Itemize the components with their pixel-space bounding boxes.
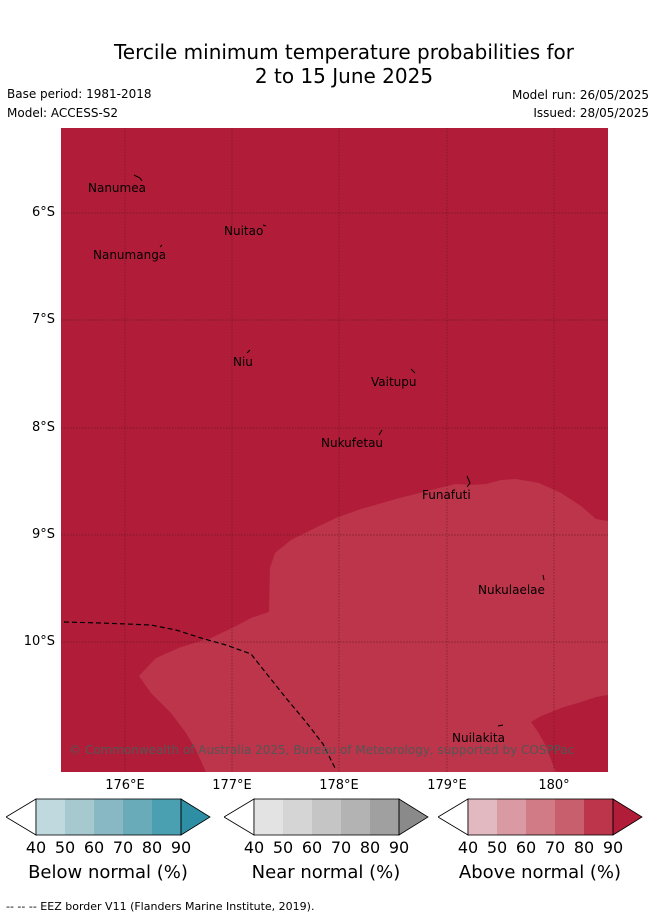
base-period: Base period: 1981-2018 (7, 87, 152, 101)
map-canvas (61, 128, 608, 772)
probability-map: Nanumea Nuitao Nanumanga Niu Vaitupu Nuk… (61, 128, 608, 772)
tick-above-80: 80 (573, 838, 595, 857)
model-name: Model: ACCESS-S2 (7, 106, 119, 120)
lon-label-180: 180° (538, 778, 570, 793)
tick-near-90: 90 (388, 838, 410, 857)
lat-label-10s: 10°S (23, 634, 55, 649)
tick-above-50: 50 (486, 838, 508, 857)
tick-below-90: 90 (170, 838, 192, 857)
island-label-niu: Niu (233, 355, 253, 369)
title-line-1: Tercile minimum temperature probabilitie… (113, 40, 575, 64)
island-label-vaitupu: Vaitupu (371, 375, 417, 389)
copyright-notice: © Commonwealth of Australia 2025, Bureau… (69, 743, 575, 757)
map-title: Tercile minimum temperature probabilitie… (0, 40, 655, 88)
lat-label-6s: 6°S (31, 205, 55, 220)
tick-near-50: 50 (272, 838, 294, 857)
tick-above-40: 40 (457, 838, 479, 857)
lon-label-177e: 177°E (212, 778, 252, 793)
graticule (61, 128, 608, 772)
tick-below-40: 40 (25, 838, 47, 857)
lat-label-8s: 8°S (31, 420, 55, 435)
legend-title-below-normal: Below normal (%) (28, 862, 188, 883)
legend-title-near-normal: Near normal (%) (251, 862, 401, 883)
tick-near-60: 60 (301, 838, 323, 857)
island-outlines (133, 174, 545, 727)
tick-below-80: 80 (141, 838, 163, 857)
title-line-2: 2 to 15 June 2025 (254, 64, 434, 88)
lat-label-7s: 7°S (31, 312, 55, 327)
island-label-nukulaelae: Nukulaelae (478, 583, 545, 597)
tick-near-40: 40 (243, 838, 265, 857)
tick-near-80: 80 (359, 838, 381, 857)
tick-above-70: 70 (544, 838, 566, 857)
tick-below-70: 70 (112, 838, 134, 857)
island-label-nanumea: Nanumea (88, 181, 146, 195)
tick-above-60: 60 (515, 838, 537, 857)
island-label-funafuti: Funafuti (422, 488, 471, 502)
eez-border (63, 621, 336, 769)
above-normal-90-corner (531, 695, 608, 772)
lon-label-179e: 179°E (427, 778, 467, 793)
colorbar-below-normal (6, 798, 211, 836)
model-run: Model run: 26/05/2025 (511, 88, 649, 102)
tick-below-60: 60 (83, 838, 105, 857)
issued-date: Issued: 28/05/2025 (533, 106, 649, 120)
colorbar-near-normal (224, 798, 429, 836)
island-label-nukufetau: Nukufetau (321, 436, 384, 450)
lon-label-178e: 178°E (319, 778, 359, 793)
above-normal-80-region (139, 479, 608, 772)
island-label-nanumanga: Nanumanga (93, 248, 167, 262)
tick-below-50: 50 (54, 838, 76, 857)
tick-near-70: 70 (330, 838, 352, 857)
legend-below-normal (6, 798, 211, 838)
island-label-nuilakita: Nuilakita (452, 731, 505, 745)
tick-above-90: 90 (602, 838, 624, 857)
lon-label-176e: 176°E (105, 778, 145, 793)
colorbar-above-normal (438, 798, 643, 836)
lat-label-9s: 9°S (31, 527, 55, 542)
legend-near-normal (224, 798, 429, 838)
legend-title-above-normal: Above normal (%) (458, 862, 622, 883)
eez-footnote: -- -- -- EEZ border V11 (Flanders Marine… (6, 900, 315, 913)
island-label-nuitao: Nuitao (224, 224, 264, 238)
legend-above-normal (438, 798, 643, 838)
